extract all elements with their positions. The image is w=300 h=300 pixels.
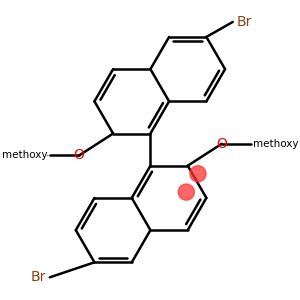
Text: O: O	[216, 137, 227, 151]
Text: methoxy: methoxy	[2, 151, 48, 160]
Circle shape	[190, 166, 206, 182]
Text: methoxy: methoxy	[47, 155, 53, 156]
Text: Br: Br	[236, 15, 252, 29]
Circle shape	[178, 184, 194, 200]
Text: methoxy: methoxy	[253, 139, 298, 149]
Text: Br: Br	[31, 270, 46, 284]
Text: O: O	[74, 148, 85, 163]
